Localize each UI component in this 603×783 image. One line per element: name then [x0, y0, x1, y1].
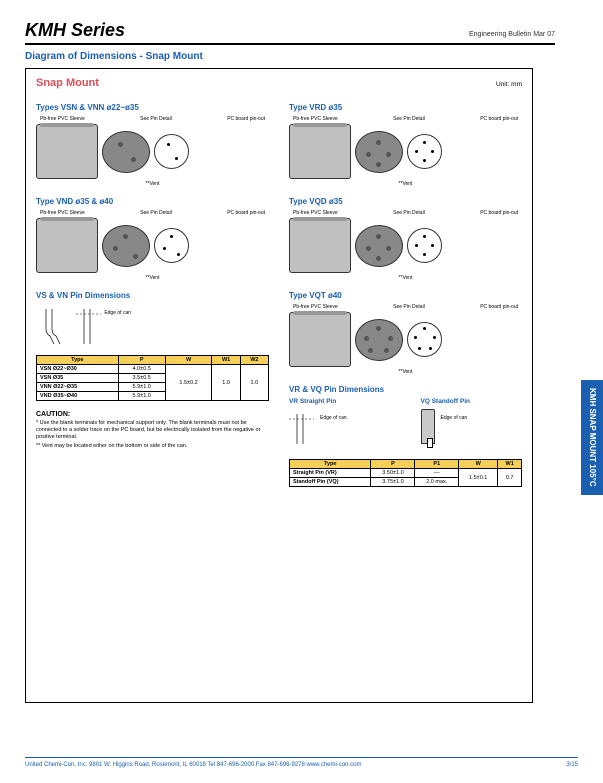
- vent-label: **Vent: [36, 181, 269, 187]
- table-cell: —: [415, 469, 459, 478]
- type-vnd-title: Type VND ø35 & ø40: [36, 197, 269, 206]
- vr-pin-shape: Edge of can: [289, 409, 391, 449]
- vent-label: **Vent: [289, 369, 522, 375]
- table-cell: 1.0: [240, 365, 268, 401]
- vr-vq-pin-title: VR & VQ Pin Dimensions: [289, 385, 522, 394]
- main-diagram-box: Snap Mount Unit: mm Types VSN & VNN ø22~…: [25, 68, 533, 703]
- vent-label: **Vent: [289, 181, 522, 187]
- th-p: P: [118, 356, 165, 365]
- diagram-vnd: [36, 218, 269, 273]
- pcb-label: PC board pin-out: [227, 210, 265, 216]
- vent-label: **Vent: [289, 275, 522, 281]
- dimension-table-1: Type P W W1 W2 VSN Ø22~Ø304.0±0.51.5±0.2…: [36, 355, 269, 401]
- type-vrd-title: Type VRD ø35: [289, 103, 522, 112]
- pin-detail-label: See Pin Detail: [393, 210, 425, 216]
- table-cell: 1.5±0.2: [165, 365, 212, 401]
- pin-detail-label: See Pin Detail: [393, 304, 425, 310]
- pin-detail-label: See Pin Detail: [140, 210, 172, 216]
- sleeve-label: Pb-free PVC Sleeve: [293, 210, 338, 216]
- bulletin-date: Engineering Bulletin Mar 07: [469, 31, 555, 38]
- th-w2: W2: [240, 356, 268, 365]
- th-w1: W1: [498, 460, 522, 469]
- table-cell: 2.0 max.: [415, 478, 459, 487]
- pin-detail-label: See Pin Detail: [140, 116, 172, 122]
- page-subtitle: Diagram of Dimensions - Snap Mount: [25, 51, 578, 62]
- pin-detail-label: See Pin Detail: [393, 116, 425, 122]
- vent-label: **Vent: [36, 275, 269, 281]
- dimension-table-2: Type P P1 W W1 Straight Pin (VR)3.50±1.0…: [289, 459, 522, 487]
- table-cell: 3.5±0.5: [118, 374, 165, 383]
- vq-pin-shape: Edge of can: [421, 409, 523, 444]
- caution-text-1: * Use the blank terminals for mechanical…: [36, 420, 269, 441]
- diagram-vqd: [289, 218, 522, 273]
- table-cell: Straight Pin (VR): [290, 469, 371, 478]
- sleeve-label: Pb-free PVC Sleeve: [293, 304, 338, 310]
- table-cell: 4.0±0.5: [118, 365, 165, 374]
- diagram-vqt: [289, 312, 522, 367]
- type-vsn-vnn-title: Types VSN & VNN ø22~ø35: [36, 103, 269, 112]
- left-column: Types VSN & VNN ø22~ø35 Pb-free PVC Slee…: [36, 93, 269, 487]
- edge-label: Edge of can: [441, 415, 468, 421]
- unit-label: Unit: mm: [496, 81, 522, 88]
- table-cell: VND Ø35~Ø40: [37, 392, 119, 401]
- table-cell: VSN Ø22~Ø30: [37, 365, 119, 374]
- th-w1: W1: [212, 356, 240, 365]
- th-type: Type: [37, 356, 119, 365]
- sleeve-label: Pb-free PVC Sleeve: [40, 210, 85, 216]
- sleeve-label: Pb-free PVC Sleeve: [293, 116, 338, 122]
- pcb-label: PC board pin-out: [227, 116, 265, 122]
- diagram-vrd: [289, 124, 522, 179]
- th-type: Type: [290, 460, 371, 469]
- right-column: Type VRD ø35 Pb-free PVC Sleeve See Pin …: [289, 93, 522, 487]
- type-vqt-title: Type VQT ø40: [289, 291, 522, 300]
- table-cell: Standoff Pin (VQ): [290, 478, 371, 487]
- table-cell: 1.0: [212, 365, 240, 401]
- table-cell: 5.9±1.0: [118, 392, 165, 401]
- vr-straight-title: VR Straight Pin: [289, 398, 391, 405]
- pin-dimension-shapes: Edge of can: [36, 304, 269, 349]
- pcb-label: PC board pin-out: [480, 210, 518, 216]
- diagram-vsn: [36, 124, 269, 179]
- vq-standoff-title: VQ Standoff Pin: [421, 398, 523, 405]
- th-w: W: [165, 356, 212, 365]
- pcb-label: PC board pin-out: [480, 304, 518, 310]
- edge-label: Edge of can: [320, 415, 347, 421]
- table-cell: 1.5±0.1: [459, 469, 498, 487]
- th-p: P: [371, 460, 415, 469]
- type-vqd-title: Type VQD ø35: [289, 197, 522, 206]
- table-cell: VSN Ø35: [37, 374, 119, 383]
- caution-text-2: ** Vent may be located either on the bot…: [36, 443, 269, 450]
- vs-vn-pin-title: VS & VN Pin Dimensions: [36, 291, 269, 300]
- pcb-label: PC board pin-out: [480, 116, 518, 122]
- series-title: KMH Series: [25, 20, 125, 41]
- th-w: W: [459, 460, 498, 469]
- caution-title: CAUTION:: [36, 411, 269, 418]
- th-p1: P1: [415, 460, 459, 469]
- table-cell: 3.50±1.0: [371, 469, 415, 478]
- table-cell: 3.75±1.0: [371, 478, 415, 487]
- box-title: Snap Mount: [36, 77, 99, 89]
- sleeve-label: Pb-free PVC Sleeve: [40, 116, 85, 122]
- table-cell: 5.9±1.0: [118, 383, 165, 392]
- edge-label: Edge of can: [104, 310, 131, 316]
- table-cell: VNN Ø22~Ø35: [37, 383, 119, 392]
- table-cell: 0.7: [498, 469, 522, 487]
- footer-company: United Chemi-Con, Inc. 9801 W. Higgins R…: [25, 762, 362, 768]
- side-tab: KMH SNAP MOUNT 105°C: [581, 380, 603, 495]
- footer-page: 3/15: [566, 762, 578, 768]
